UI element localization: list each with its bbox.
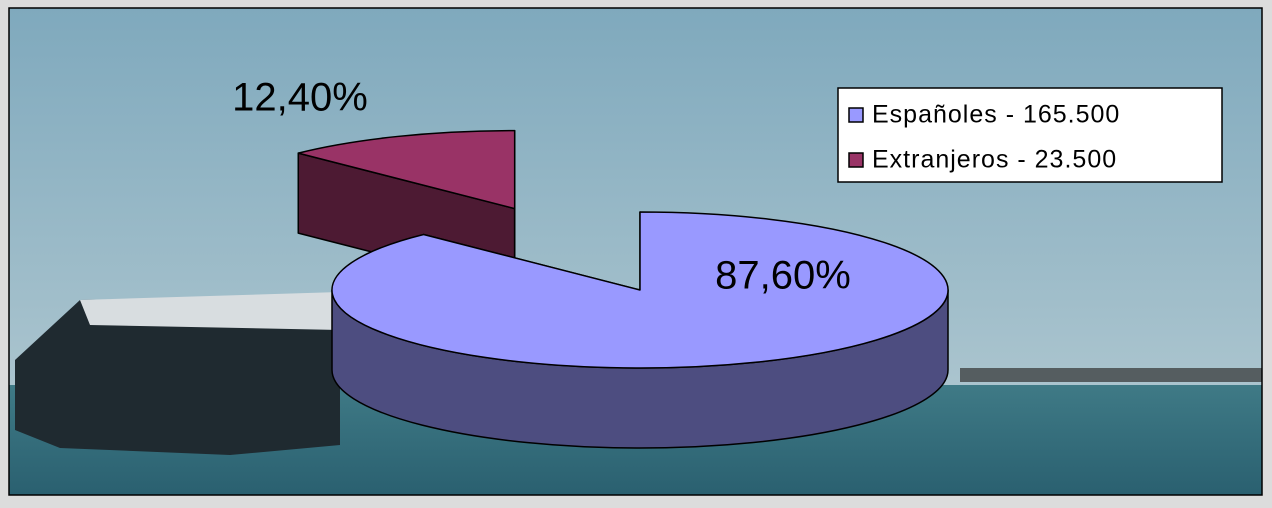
photo-ferry-deck: [80, 292, 340, 330]
legend-swatch: [848, 152, 864, 168]
data-label: 87,60%: [715, 254, 851, 298]
pie-slice: [297, 129, 516, 210]
legend-label: Extranjeros - 23.500: [872, 146, 1117, 174]
legend-label: Españoles - 165.500: [872, 101, 1120, 129]
photo-ferry-hull: [15, 295, 340, 455]
photo-breakwater: [960, 368, 1262, 382]
legend-swatch: [848, 107, 864, 123]
data-label: 12,40%: [232, 76, 368, 120]
pie-slice: [331, 211, 949, 369]
plot-border: [8, 7, 1263, 496]
pie: [297, 129, 949, 449]
legend-box: [837, 87, 1223, 183]
